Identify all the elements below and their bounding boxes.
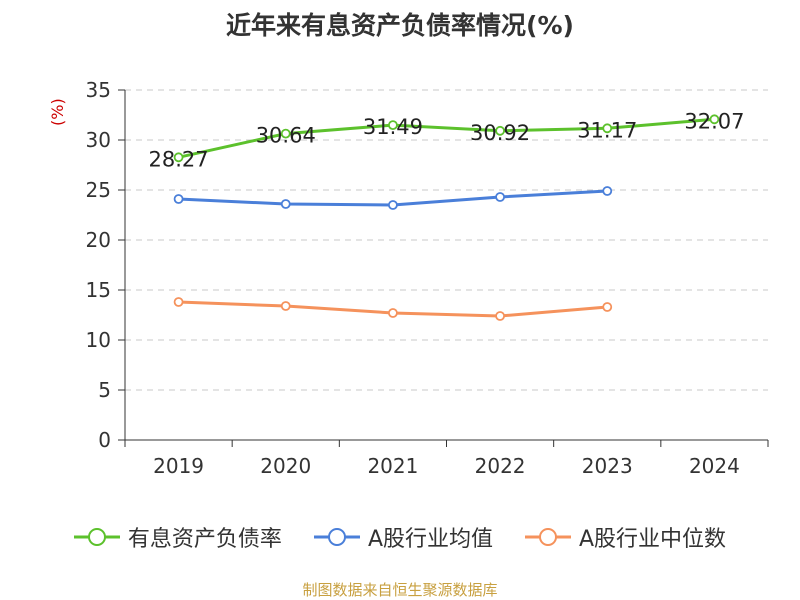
data-point (602, 186, 613, 196)
data-label: 31.17 (577, 118, 637, 142)
x-tick-label: 2020 (260, 454, 311, 478)
x-tick-label: 2023 (582, 454, 633, 478)
y-tick-label: 10 (86, 328, 111, 352)
legend-swatch-orange (525, 528, 571, 546)
y-tick-label: 30 (86, 128, 111, 152)
data-point (495, 192, 505, 202)
legend-label: A股行业均值 (367, 527, 493, 552)
line-chart: 0 5 10 15 20 25 30 35 2019 2020 2021 2022 2023 2024 28… (86, 78, 769, 478)
y-tick-label: 0 (98, 428, 111, 452)
data-point (280, 199, 291, 209)
legend-swatch-green (73, 528, 120, 546)
data-point (709, 114, 720, 125)
legend-item-industry-mean[interactable]: A股行业均值 (313, 521, 493, 553)
series-line (178, 117, 715, 159)
legend-item-interest-debt-ratio[interactable]: 有息资产负债率 (73, 521, 282, 553)
data-point (173, 297, 184, 307)
data-label: 30.92 (470, 121, 530, 145)
x-tick-label: 2024 (689, 454, 740, 478)
data-point (280, 301, 291, 311)
data-point (388, 120, 398, 130)
x-tick-label: 2022 (475, 454, 526, 478)
data-point (280, 128, 291, 139)
data-point (602, 123, 613, 134)
y-tick-label: 15 (86, 278, 111, 302)
data-point (602, 302, 613, 312)
legend-item-industry-median[interactable]: A股行业中位数 (525, 521, 726, 553)
data-point (495, 125, 505, 136)
y-tick-label: 25 (86, 178, 111, 202)
y-tick-label: 35 (86, 78, 111, 102)
data-point (495, 311, 505, 321)
data-point (173, 194, 184, 204)
data-label: 28.27 (149, 147, 209, 171)
x-tick-label: 2021 (367, 454, 418, 478)
chart-title: 近年来有息资产负债率情况(%) (226, 11, 574, 40)
x-tick-label: 2019 (153, 454, 204, 478)
legend-label: 有息资产负债率 (127, 527, 282, 552)
legend-label: A股行业中位数 (579, 527, 727, 552)
legend: 有息资产负债率 A股行业均值 A股行业中位数 (0, 520, 800, 554)
legend-swatch-blue (313, 528, 360, 546)
data-point (173, 152, 184, 163)
data-label: 30.64 (256, 124, 316, 148)
data-label: 31.49 (363, 115, 423, 139)
data-point (388, 308, 398, 318)
y-tick-label: 5 (98, 378, 111, 402)
y-tick-label: 20 (86, 228, 111, 252)
data-label: 32.07 (684, 109, 744, 133)
data-point (388, 200, 398, 210)
data-source-note: 制图数据来自恒生聚源数据库 (302, 581, 498, 599)
